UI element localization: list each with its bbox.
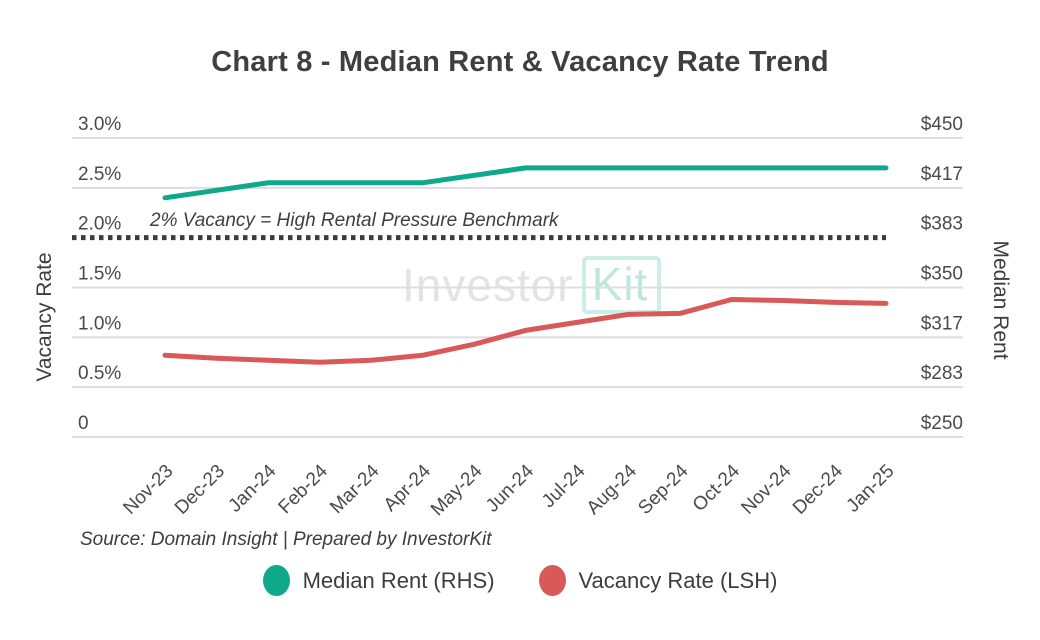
right-axis-tick-label: $383 [921,214,963,235]
left-axis-tick-label: 1.5% [78,264,121,285]
right-axis-title: Median Rent [989,240,1012,360]
x-axis-tick-label: Sep-24 [634,460,692,518]
legend-label-median-rent: Median Rent (RHS) [302,567,495,593]
right-axis-tick-label: $283 [921,363,963,384]
x-axis-tick-label: Oct-24 [689,460,744,515]
legend-dot-vacancy-rate [538,565,566,596]
x-axis-tick-label: May-24 [427,460,487,520]
right-axis-tick-label: $450 [921,114,963,135]
x-axis-tick-label: Nov-23 [119,461,177,519]
x-axis-tick-label: Aug-24 [583,460,641,518]
left-axis-tick-label: 0.5% [78,363,121,384]
legend-dot-median-rent [262,565,290,596]
benchmark-annotation: 2% Vacancy = High Rental Pressure Benchm… [150,210,559,231]
right-axis-tick-label: $317 [921,313,963,334]
right-axis-tick-label: $250 [921,413,963,434]
legend-item-vacancy-rate: Vacancy Rate (LSH) [538,565,778,596]
watermark-text-kit: Kit [581,256,662,315]
investorkit-watermark: Investor Kit [402,256,662,315]
x-axis-tick-label: Mar-24 [326,460,384,518]
legend-item-median-rent: Median Rent (RHS) [262,565,495,596]
x-axis-tick-label: Dec-24 [789,460,847,518]
x-axis-tick-label: Dec-23 [171,461,229,519]
vacancy-rate-line [162,297,889,365]
x-axis-tick-label: Jun-24 [482,460,538,516]
x-axis-tick-label: Jan-25 [843,461,899,517]
chart-legend: Median Rent (RHS) Vacancy Rate (LSH) [0,565,1040,596]
left-axis-tick-label: 0 [78,413,89,434]
page-title: Chart 8 - Median Rent & Vacancy Rate Tre… [211,46,829,78]
x-axis-tick-label: Jan-24 [225,460,281,516]
right-axis-tick-label: $417 [921,164,963,185]
median-rent-line [162,165,889,201]
left-axis-tick-label: 1.0% [78,313,121,334]
left-axis-tick-label: 2.5% [78,164,121,185]
right-axis-tick-label: $350 [921,264,963,285]
left-axis-title: Vacancy Rate [33,252,56,382]
x-axis-tick-label: Nov-24 [737,460,795,518]
left-axis-tick-label: 3.0% [78,114,121,135]
left-axis-tick-label: 2.0% [78,214,121,235]
source-note: Source: Domain Insight | Prepared by Inv… [80,529,492,550]
x-axis-tick-label: Feb-24 [275,460,333,518]
watermark-text-investor: Investor [402,259,574,312]
x-axis-tick-label: Apr-24 [380,460,435,515]
legend-label-vacancy-rate: Vacancy Rate (LSH) [578,567,778,593]
